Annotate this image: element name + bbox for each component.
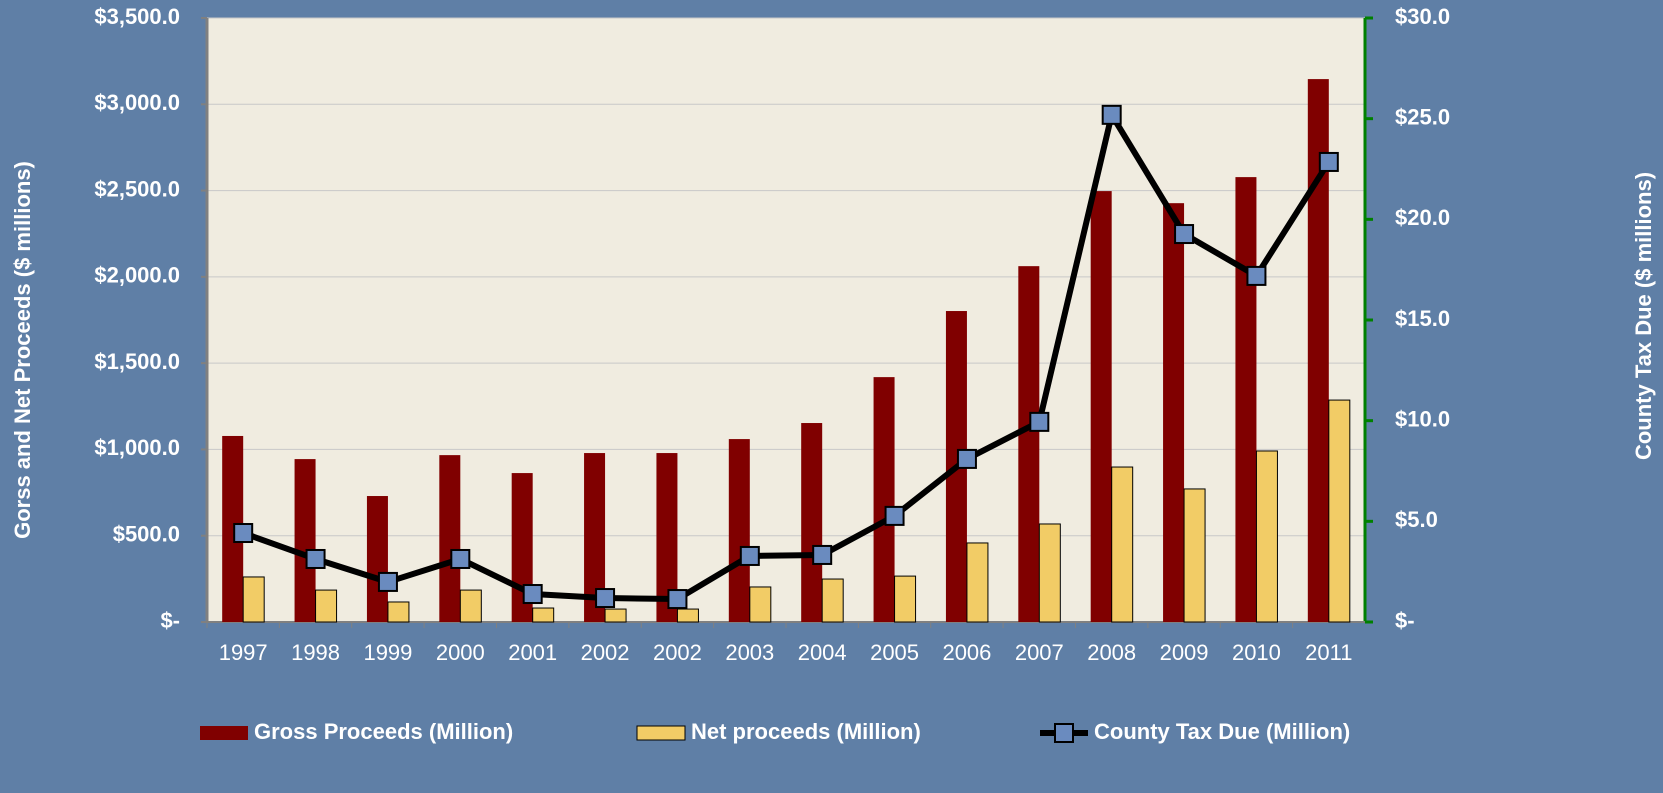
legend-swatch (636, 725, 686, 741)
x-tick-label: 2008 (1087, 640, 1136, 665)
y2-tick-label: $25.0 (1395, 104, 1450, 129)
bar (1163, 203, 1185, 623)
bar (1183, 488, 1206, 623)
x-tick-label: 1999 (363, 640, 412, 665)
bar (1255, 450, 1278, 623)
bar (1038, 523, 1061, 623)
bar (728, 439, 750, 622)
x-tick-label: 2005 (870, 640, 919, 665)
y-tick-label: $2,500.0 (94, 176, 180, 201)
bar (676, 608, 699, 623)
marker (522, 584, 543, 605)
x-tick-label: 2003 (725, 640, 774, 665)
y-tick-label: $500.0 (113, 522, 180, 547)
bar (439, 455, 461, 622)
bar (873, 377, 895, 622)
bar (894, 575, 917, 623)
x-tick-label: 2009 (1160, 640, 1209, 665)
x-tick-label: 2002 (653, 640, 702, 665)
legend-label: Net proceeds (Million) (691, 719, 921, 744)
bar (532, 607, 555, 623)
marker (450, 548, 471, 569)
marker (1029, 411, 1050, 432)
bar (1235, 177, 1257, 623)
bar (242, 576, 265, 623)
marker (233, 523, 254, 544)
y2-tick-label: $- (1395, 608, 1415, 633)
bar (656, 453, 678, 622)
bar (1307, 79, 1329, 623)
legend-swatch (200, 726, 248, 740)
y-tick-label: $3,000.0 (94, 90, 180, 115)
bar (387, 601, 410, 623)
bar (315, 589, 338, 623)
y2-tick-label: $5.0 (1395, 507, 1438, 532)
legend-label: Gross Proceeds (Million) (254, 719, 513, 744)
y-tick-label: $3,500.0 (94, 4, 180, 29)
y2-axis-label: County Tax Due ($ millions) (1631, 172, 1656, 460)
marker (739, 545, 760, 566)
bar (1111, 466, 1134, 623)
marker (305, 548, 326, 569)
marker (1174, 224, 1195, 245)
legend-marker (1054, 723, 1074, 743)
marker (1246, 265, 1267, 286)
y-tick-label: $2,000.0 (94, 263, 180, 288)
bar (366, 496, 388, 622)
marker (667, 589, 688, 610)
y2-tick-label: $10.0 (1395, 406, 1450, 431)
bar (1018, 266, 1040, 622)
bar (584, 453, 606, 622)
bar (294, 459, 316, 622)
x-tick-label: 2011 (1305, 640, 1352, 665)
bar (966, 542, 989, 623)
bar (222, 435, 244, 622)
x-tick-label: 2004 (798, 640, 847, 665)
y-tick-label: $1,000.0 (94, 435, 180, 460)
bar (604, 608, 627, 623)
bar (821, 578, 844, 623)
marker (595, 588, 616, 609)
bar (1328, 399, 1351, 623)
y-axis-label: Gorss and Net Proceeds ($ millions) (10, 161, 35, 539)
marker (377, 571, 398, 592)
x-tick-label: 1998 (291, 640, 340, 665)
y2-tick-label: $20.0 (1395, 205, 1450, 230)
y2-tick-label: $30.0 (1395, 4, 1450, 29)
line (242, 111, 1332, 603)
marker (956, 448, 977, 469)
x-tick-label: 1997 (219, 640, 268, 665)
x-tick-label: 2007 (1015, 640, 1064, 665)
y-tick-label: $- (160, 608, 180, 633)
legend-label: County Tax Due (Million) (1094, 719, 1350, 744)
bar (801, 423, 823, 622)
marker (884, 505, 905, 526)
bar (749, 586, 772, 623)
marker (1318, 151, 1339, 172)
x-tick-label: 2001 (508, 640, 557, 665)
y2-tick-label: $15.0 (1395, 306, 1450, 331)
x-tick-label: 2006 (942, 640, 991, 665)
y-tick-label: $1,500.0 (94, 349, 180, 374)
marker (812, 544, 833, 565)
bar (1090, 191, 1112, 622)
x-tick-label: 2010 (1232, 640, 1281, 665)
x-tick-label: 2002 (581, 640, 630, 665)
x-tick-label: 2000 (436, 640, 485, 665)
bar (459, 589, 482, 623)
marker (1101, 104, 1122, 125)
